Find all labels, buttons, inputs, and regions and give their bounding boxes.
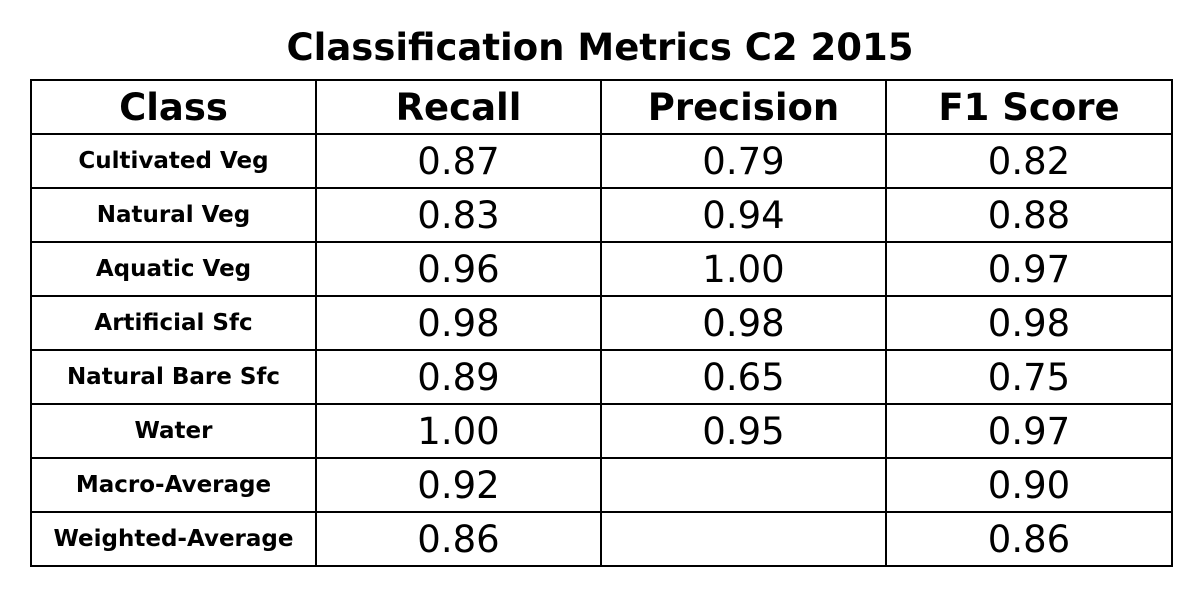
- f1-score-cell: 0.90: [885, 457, 1173, 513]
- class-cell: Natural Veg: [30, 187, 317, 243]
- precision-cell: 0.79: [600, 133, 887, 189]
- recall-cell: 0.92: [315, 457, 602, 513]
- class-cell: Water: [30, 403, 317, 459]
- table-row: Aquatic Veg 0.96 1.00 0.97: [30, 241, 1173, 297]
- recall-cell: 1.00: [315, 403, 602, 459]
- recall-cell: 0.86: [315, 511, 602, 567]
- header-row: Class Recall Precision F1 Score: [30, 79, 1173, 135]
- recall-cell: 0.89: [315, 349, 602, 405]
- table-title: Classification Metrics C2 2015: [286, 26, 914, 69]
- class-cell: Macro-Average: [30, 457, 317, 513]
- metrics-table: Class Recall Precision F1 Score Cultivat…: [30, 79, 1173, 567]
- table-row: Artificial Sfc 0.98 0.98 0.98: [30, 295, 1173, 351]
- class-cell: Natural Bare Sfc: [30, 349, 317, 405]
- f1-score-cell: 0.75: [885, 349, 1173, 405]
- precision-cell: 0.65: [600, 349, 887, 405]
- column-header-precision: Precision: [600, 79, 887, 135]
- precision-cell: 1.00: [600, 241, 887, 297]
- f1-score-cell: 0.82: [885, 133, 1173, 189]
- table-row: Natural Veg 0.83 0.94 0.88: [30, 187, 1173, 243]
- table-row: Cultivated Veg 0.87 0.79 0.82: [30, 133, 1173, 189]
- precision-cell: [600, 457, 887, 513]
- recall-cell: 0.87: [315, 133, 602, 189]
- column-header-class: Class: [30, 79, 317, 135]
- recall-cell: 0.83: [315, 187, 602, 243]
- class-cell: Cultivated Veg: [30, 133, 317, 189]
- precision-cell: 0.95: [600, 403, 887, 459]
- recall-cell: 0.98: [315, 295, 602, 351]
- f1-score-cell: 0.97: [885, 403, 1173, 459]
- column-header-recall: Recall: [315, 79, 602, 135]
- table-row: Weighted-Average 0.86 0.86: [30, 511, 1173, 567]
- precision-cell: [600, 511, 887, 567]
- f1-score-cell: 0.86: [885, 511, 1173, 567]
- f1-score-cell: 0.88: [885, 187, 1173, 243]
- column-header-f1-score: F1 Score: [885, 79, 1173, 135]
- table-row: Macro-Average 0.92 0.90: [30, 457, 1173, 513]
- precision-cell: 0.98: [600, 295, 887, 351]
- class-cell: Weighted-Average: [30, 511, 317, 567]
- class-cell: Aquatic Veg: [30, 241, 317, 297]
- f1-score-cell: 0.97: [885, 241, 1173, 297]
- f1-score-cell: 0.98: [885, 295, 1173, 351]
- recall-cell: 0.96: [315, 241, 602, 297]
- table-row: Water 1.00 0.95 0.97: [30, 403, 1173, 459]
- class-cell: Artificial Sfc: [30, 295, 317, 351]
- table-row: Natural Bare Sfc 0.89 0.65 0.75: [30, 349, 1173, 405]
- precision-cell: 0.94: [600, 187, 887, 243]
